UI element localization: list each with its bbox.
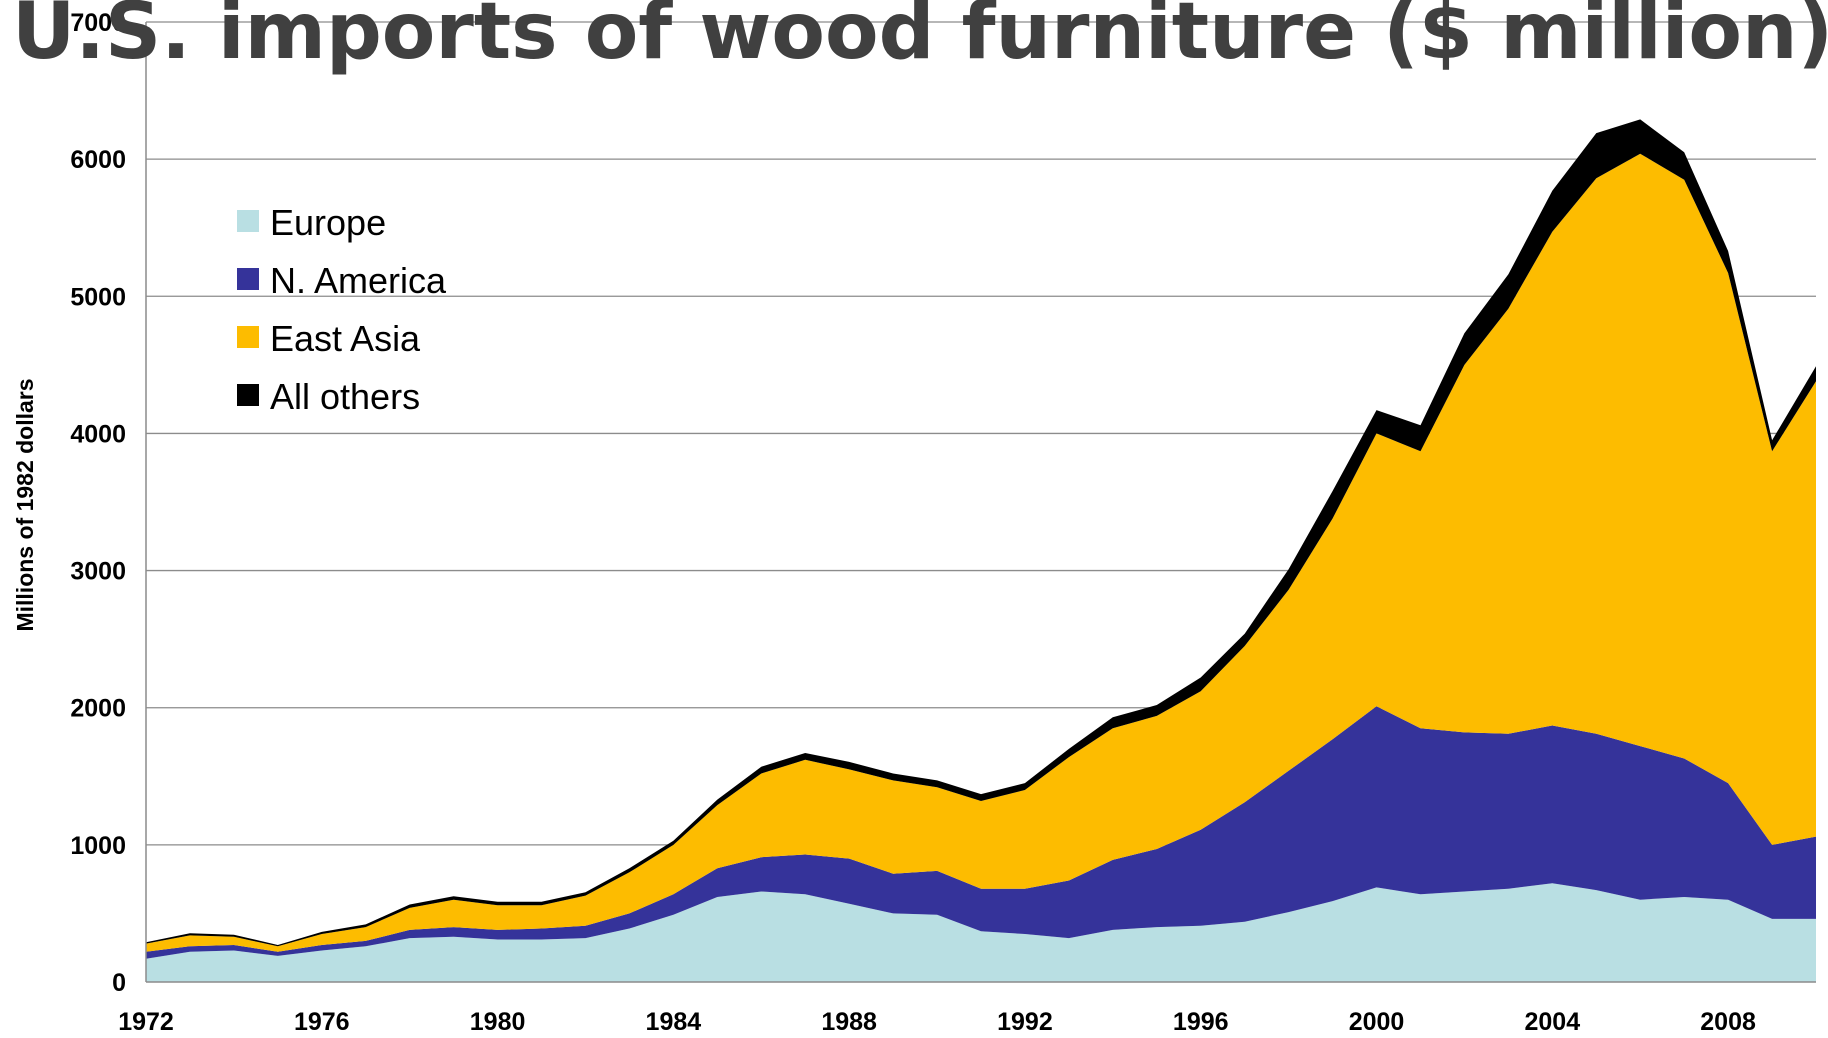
y-tick-label: 5000 bbox=[70, 283, 126, 311]
legend-label: N. America bbox=[270, 260, 447, 301]
x-tick-label: 1972 bbox=[118, 1008, 174, 1036]
legend-swatch bbox=[237, 268, 259, 290]
area-europe bbox=[146, 883, 1816, 982]
x-tick-label: 1984 bbox=[646, 1008, 702, 1036]
x-tick-labels: 1972 1976 1980 1984 1988 1992 1996 2000 2004 2008 bbox=[118, 1008, 1756, 1036]
gridlines bbox=[146, 21, 1816, 846]
x-tick-label: 1992 bbox=[997, 1008, 1053, 1036]
legend-label: Europe bbox=[270, 202, 386, 243]
y-tick-label: 3000 bbox=[70, 558, 126, 586]
x-tick-label: 1976 bbox=[294, 1008, 350, 1036]
y-axis-label: Millions of 1982 dollars bbox=[12, 378, 38, 631]
y-tick-label: 4000 bbox=[70, 420, 126, 448]
legend-swatch bbox=[237, 384, 259, 406]
x-tick-label: 1988 bbox=[821, 1008, 877, 1036]
chart-title: U.S. imports of wood furniture ($ millio… bbox=[12, 0, 1828, 77]
x-tick-label: 2008 bbox=[1700, 1008, 1756, 1036]
y-tick-labels: 0 1000 2000 3000 4000 5000 6000 7000 bbox=[70, 9, 126, 997]
x-tick-label: 1996 bbox=[1173, 1008, 1229, 1036]
area-east-asia bbox=[146, 153, 1816, 952]
y-tick-label: 0 bbox=[112, 969, 126, 997]
legend-label: All others bbox=[270, 376, 420, 417]
x-tick-label: 2004 bbox=[1525, 1008, 1581, 1036]
y-tick-label: 1000 bbox=[70, 832, 126, 860]
x-tick-label: 1980 bbox=[470, 1008, 526, 1036]
legend-label: East Asia bbox=[270, 318, 421, 359]
y-tick-label: 7000 bbox=[70, 9, 126, 37]
area-series-layer bbox=[146, 119, 1816, 982]
y-tick-label: 6000 bbox=[70, 146, 126, 174]
x-tick-label: 2000 bbox=[1349, 1008, 1405, 1036]
legend-swatch bbox=[237, 210, 259, 232]
axes bbox=[145, 22, 1816, 983]
legend-swatch bbox=[237, 326, 259, 348]
legend: Europe N. America East Asia All others bbox=[237, 202, 447, 417]
area-n-america bbox=[146, 706, 1816, 959]
y-tick-label: 2000 bbox=[70, 695, 126, 723]
